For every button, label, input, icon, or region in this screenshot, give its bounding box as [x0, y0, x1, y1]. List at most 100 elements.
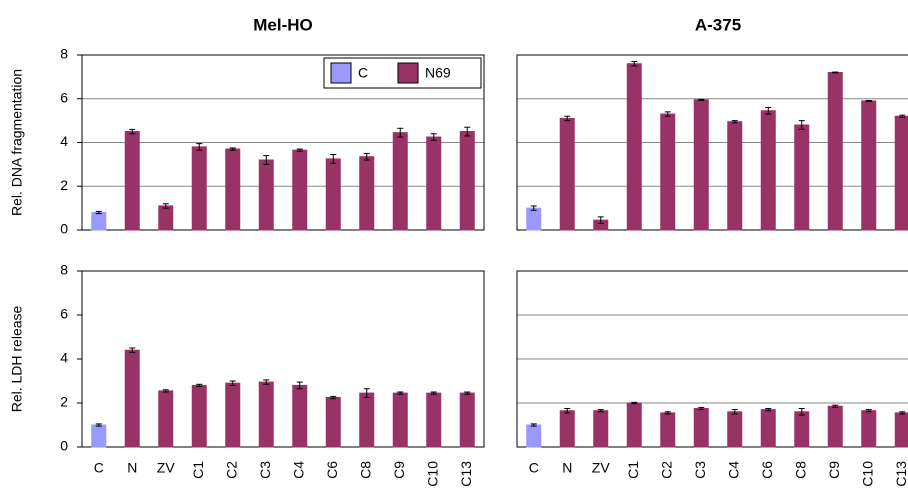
error-bar [564, 115, 571, 122]
bar [760, 110, 776, 231]
error-bar [698, 98, 705, 101]
bar [894, 412, 908, 448]
bar [794, 124, 810, 231]
y-axis-label: Rel. LDH release [9, 305, 25, 412]
x-tick-label: C1 [625, 461, 641, 479]
error-bar [229, 147, 236, 151]
error-bar [865, 409, 872, 413]
error-bar [129, 347, 136, 353]
bar [426, 136, 442, 231]
error-bar [129, 128, 136, 135]
x-tick-label: N [127, 460, 137, 476]
bar [292, 384, 308, 448]
error-bar [597, 216, 604, 224]
bar [827, 405, 843, 448]
bar [660, 113, 676, 231]
error-bar [430, 133, 437, 141]
error-bar [229, 380, 236, 386]
bar [191, 146, 207, 231]
x-tick-label: C [529, 460, 539, 476]
error-bar [296, 381, 303, 390]
error-bar [363, 152, 370, 161]
plot-frame [81, 270, 485, 448]
x-tick-label: C1 [190, 461, 206, 479]
y-tick-label: 4 [60, 350, 68, 366]
error-bar [798, 120, 805, 130]
error-bar [162, 389, 169, 393]
bar [359, 156, 375, 231]
error-bar [263, 379, 270, 385]
bar [459, 392, 475, 448]
bar [325, 158, 341, 231]
error-bar [196, 143, 203, 151]
bar [225, 148, 241, 231]
bar [91, 212, 107, 231]
error-bar [664, 411, 671, 415]
error-bar [631, 61, 638, 67]
y-tick-label: 6 [60, 306, 68, 322]
error-bar [263, 155, 270, 165]
legend-label: N69 [425, 65, 451, 81]
panel-title: A-375 [695, 15, 741, 34]
error-bar [430, 391, 437, 395]
x-tick-label: C9 [391, 461, 407, 479]
y-tick-label: 0 [60, 221, 68, 237]
error-bar [530, 423, 537, 427]
bar [861, 100, 877, 231]
bar [392, 392, 408, 448]
bar [459, 131, 475, 231]
error-bar [464, 126, 471, 137]
x-tick-label: C9 [826, 461, 842, 479]
error-bar [664, 111, 671, 117]
bar [593, 410, 609, 448]
y-axis-label: Rel. DNA fragmentation [9, 69, 25, 216]
x-tick-label: C3 [257, 461, 273, 479]
bar [827, 72, 843, 231]
legend-swatch [397, 62, 419, 84]
error-bar [196, 383, 203, 387]
bar [526, 424, 542, 448]
bar [794, 411, 810, 448]
error-bar [95, 423, 102, 427]
legend-label: C [358, 65, 368, 81]
bar [258, 381, 274, 448]
plot-frame [81, 54, 485, 231]
bar [392, 132, 408, 231]
error-bar [464, 391, 471, 395]
bar [426, 392, 442, 448]
bar [626, 402, 642, 448]
bar [124, 349, 140, 448]
bar [158, 205, 174, 231]
y-tick-label: 8 [60, 262, 68, 278]
x-tick-label: C6 [759, 461, 775, 479]
x-tick-label: N [562, 460, 572, 476]
error-bar [765, 107, 772, 115]
error-bar [832, 71, 839, 74]
y-tick-label: 2 [60, 394, 68, 410]
bar [693, 99, 709, 231]
bar [191, 384, 207, 448]
bar [861, 410, 877, 448]
error-bar [397, 127, 404, 138]
bar [693, 408, 709, 448]
bar [727, 121, 743, 231]
error-bar [765, 408, 772, 412]
bar [526, 207, 542, 231]
x-tick-label: C8 [357, 461, 373, 479]
bar [660, 412, 676, 448]
x-tick-label: C10 [859, 461, 875, 487]
plot-frame [516, 54, 908, 231]
x-tick-label: ZV [157, 460, 176, 476]
bar [727, 411, 743, 448]
bar [760, 409, 776, 448]
bar [292, 149, 308, 231]
legend-swatch [330, 62, 352, 84]
y-tick-label: 2 [60, 177, 68, 193]
error-bar [296, 148, 303, 152]
bar [559, 117, 575, 231]
x-tick-label: C3 [692, 461, 708, 479]
bar [124, 131, 140, 231]
error-bar [631, 401, 638, 405]
x-tick-label: C2 [658, 461, 674, 479]
x-tick-label: C13 [458, 461, 474, 487]
